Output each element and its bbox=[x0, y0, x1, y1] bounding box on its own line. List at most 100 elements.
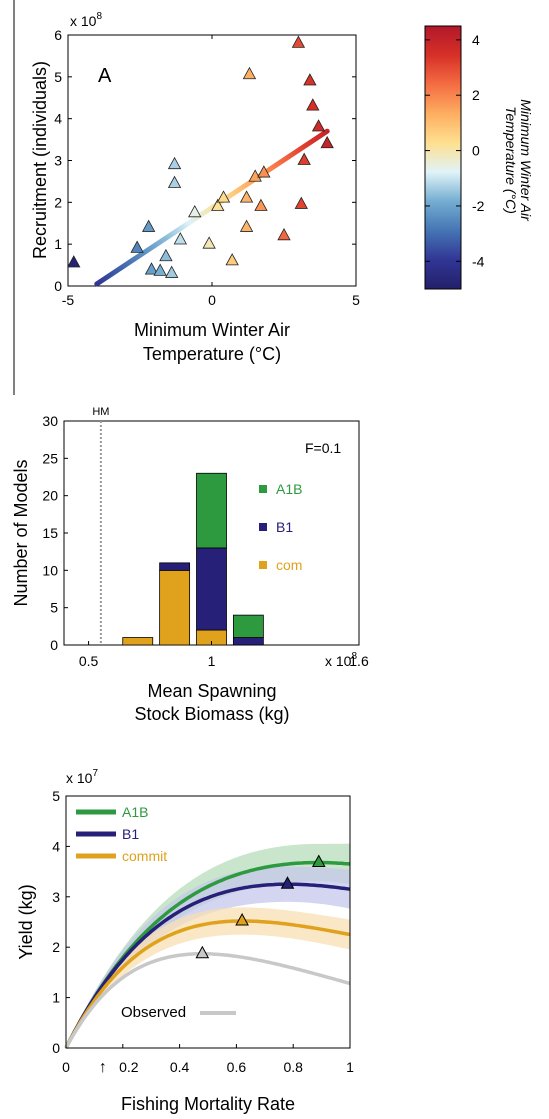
panel-b-x-tick-label: 1.6 bbox=[349, 653, 369, 669]
panel-a-data-point bbox=[257, 165, 271, 178]
panel-b-y-tick-label: 10 bbox=[42, 562, 58, 578]
panel-a-fit-line bbox=[94, 128, 330, 287]
panel-c-legend-label: A1B bbox=[122, 804, 148, 820]
panel-c-y-axis-label: Yield (kg) bbox=[16, 884, 36, 959]
panel-c-line bbox=[64, 882, 351, 1049]
panel-c-x-ticks: 0 0.2 0.4 0.6 0.8 1 bbox=[62, 1044, 354, 1075]
panel-a-data-point bbox=[239, 219, 254, 232]
panel-c-y-tick-label: 3 bbox=[52, 889, 60, 905]
panel-a-data-point bbox=[297, 152, 311, 165]
panel-b-reference-label: HM bbox=[92, 406, 109, 418]
panel-a-data-point bbox=[277, 227, 291, 241]
panel-b-x-axis-label-line1: Mean Spawning bbox=[147, 681, 276, 701]
panel-b-legend-label: com bbox=[276, 557, 302, 573]
panel-c-exponent: x 107 bbox=[66, 768, 98, 786]
panel-c-y-tick-label: 0 bbox=[52, 1040, 60, 1056]
panel-c-y-tick-label: 5 bbox=[52, 788, 60, 804]
panel-a-y-axis-label: Recruitment (individuals) bbox=[30, 61, 50, 259]
panel-b-x-axis-label-line2: Stock Biomass (kg) bbox=[134, 704, 289, 724]
panel-b-legend: A1B B1 com bbox=[259, 481, 302, 573]
panel-c-x-tick-label: 0.8 bbox=[283, 1059, 303, 1075]
panel-a-y-tick-label: 4 bbox=[54, 111, 62, 127]
panel-a-data-point bbox=[225, 253, 239, 266]
panel-c-peak-marker bbox=[280, 876, 295, 889]
panel-c-x-tick-label: 0 bbox=[62, 1059, 70, 1075]
panel-c-y-tick-label: 2 bbox=[52, 939, 60, 955]
panel-c-legend-label: commit bbox=[122, 848, 167, 864]
colorbar-label-line2: Temperature (°C) bbox=[503, 106, 519, 214]
panel-b-exponent: x 108 bbox=[325, 651, 357, 669]
panel-c-plot-frame bbox=[65, 795, 351, 1049]
panel-a-points bbox=[67, 35, 334, 278]
panel-c-y-ticks: 0 1 2 3 4 5 bbox=[52, 788, 70, 1056]
panel-b-y-tick-label: 20 bbox=[42, 488, 58, 504]
colorbar-ticks: 4 2 0 -2 -4 bbox=[425, 32, 485, 269]
panel-a-x-tick-label: 5 bbox=[352, 292, 360, 308]
panel-b-biomass-histogram: HM F=0.1 A1B B1 com 0 5 10 15 20 25 30 0.5 1 1.6 x… bbox=[11, 406, 369, 724]
panel-a-data-point bbox=[294, 196, 308, 209]
panel-a-y-tick-label: 2 bbox=[54, 194, 62, 210]
panel-a-x-axis-label-line2: Temperature (°C) bbox=[143, 344, 281, 364]
panel-c-peak-marker bbox=[235, 912, 249, 926]
panel-b-bar-segment bbox=[159, 562, 191, 571]
panel-a-y-tick-label: 3 bbox=[54, 153, 62, 169]
panel-b-legend-swatch bbox=[259, 485, 267, 493]
panel-a-data-point bbox=[202, 236, 216, 249]
panel-a-data-point bbox=[239, 190, 254, 203]
panel-b-y-tick-label: 25 bbox=[42, 450, 58, 466]
panel-a-x-ticks: -5 0 5 bbox=[62, 35, 360, 308]
panel-a-data-point bbox=[130, 240, 144, 253]
colorbar-tick-label: 0 bbox=[472, 143, 480, 159]
panel-c-arrow-marker: ↑ bbox=[99, 1059, 107, 1076]
panel-a-data-point bbox=[153, 263, 167, 276]
panel-c-x-tick-label: 0.2 bbox=[119, 1059, 139, 1075]
panel-c-y-tick-label: 4 bbox=[52, 838, 60, 854]
panel-a-data-point bbox=[254, 198, 268, 211]
panel-a-letter: A bbox=[98, 65, 112, 87]
panel-c-observed-label: Observed bbox=[121, 1004, 186, 1021]
panel-a-data-point bbox=[167, 175, 182, 188]
panel-a-data-point bbox=[320, 135, 334, 149]
panel-a-data-point bbox=[306, 98, 320, 111]
panel-a-data-point bbox=[216, 190, 231, 203]
panel-a-data-point bbox=[167, 156, 182, 170]
panel-b-bar-segment bbox=[159, 569, 191, 646]
panel-a-x-tick-label: -5 bbox=[62, 292, 75, 308]
panel-a-data-point bbox=[242, 66, 257, 80]
panel-a-x-tick-label: 0 bbox=[208, 292, 216, 308]
panel-a-data-point bbox=[67, 255, 81, 268]
panel-b-legend-swatch bbox=[259, 523, 267, 531]
panel-a-exponent: x 108 bbox=[70, 11, 102, 29]
panel-c-band bbox=[66, 907, 350, 1048]
panel-b-y-tick-label: 30 bbox=[42, 413, 58, 429]
panel-b-x-tick-label: 0.5 bbox=[79, 653, 99, 669]
panel-a-data-point bbox=[303, 73, 317, 86]
colorbar-tick-label: 4 bbox=[472, 32, 480, 48]
panel-b-x-tick-label: 1 bbox=[208, 653, 216, 669]
panel-a-data-point bbox=[211, 198, 225, 211]
panel-a-y-tick-label: 5 bbox=[54, 69, 62, 85]
panel-a-data-point bbox=[291, 35, 306, 48]
panel-c-x-tick-label: 0.4 bbox=[170, 1059, 190, 1075]
panel-b-bar-segment bbox=[196, 472, 227, 549]
panel-b-bar-segment bbox=[122, 637, 154, 646]
panel-b-bar-segment bbox=[232, 614, 264, 638]
panel-c-line bbox=[64, 952, 351, 1049]
panel-c-legend-label: B1 bbox=[122, 826, 139, 842]
panel-a-data-point bbox=[173, 232, 187, 245]
panel-a-y-tick-label: 1 bbox=[54, 236, 62, 252]
colorbar bbox=[424, 25, 462, 290]
panel-c-uncertainty-bands bbox=[66, 843, 350, 1048]
panel-c-yield-lines bbox=[64, 860, 351, 1049]
panel-c-y-tick-label: 1 bbox=[52, 990, 60, 1006]
panel-a-data-point bbox=[188, 204, 202, 218]
panel-a-data-point bbox=[141, 219, 156, 232]
panel-b-bar-segment bbox=[232, 637, 264, 646]
panel-b-y-tick-label: 5 bbox=[50, 600, 58, 616]
panel-a-data-point bbox=[165, 265, 179, 278]
panel-a-data-point bbox=[159, 248, 173, 262]
panel-b-y-axis-label: Number of Models bbox=[11, 459, 31, 606]
panel-a-x-axis-label-line1: Minimum Winter Air bbox=[134, 320, 290, 340]
